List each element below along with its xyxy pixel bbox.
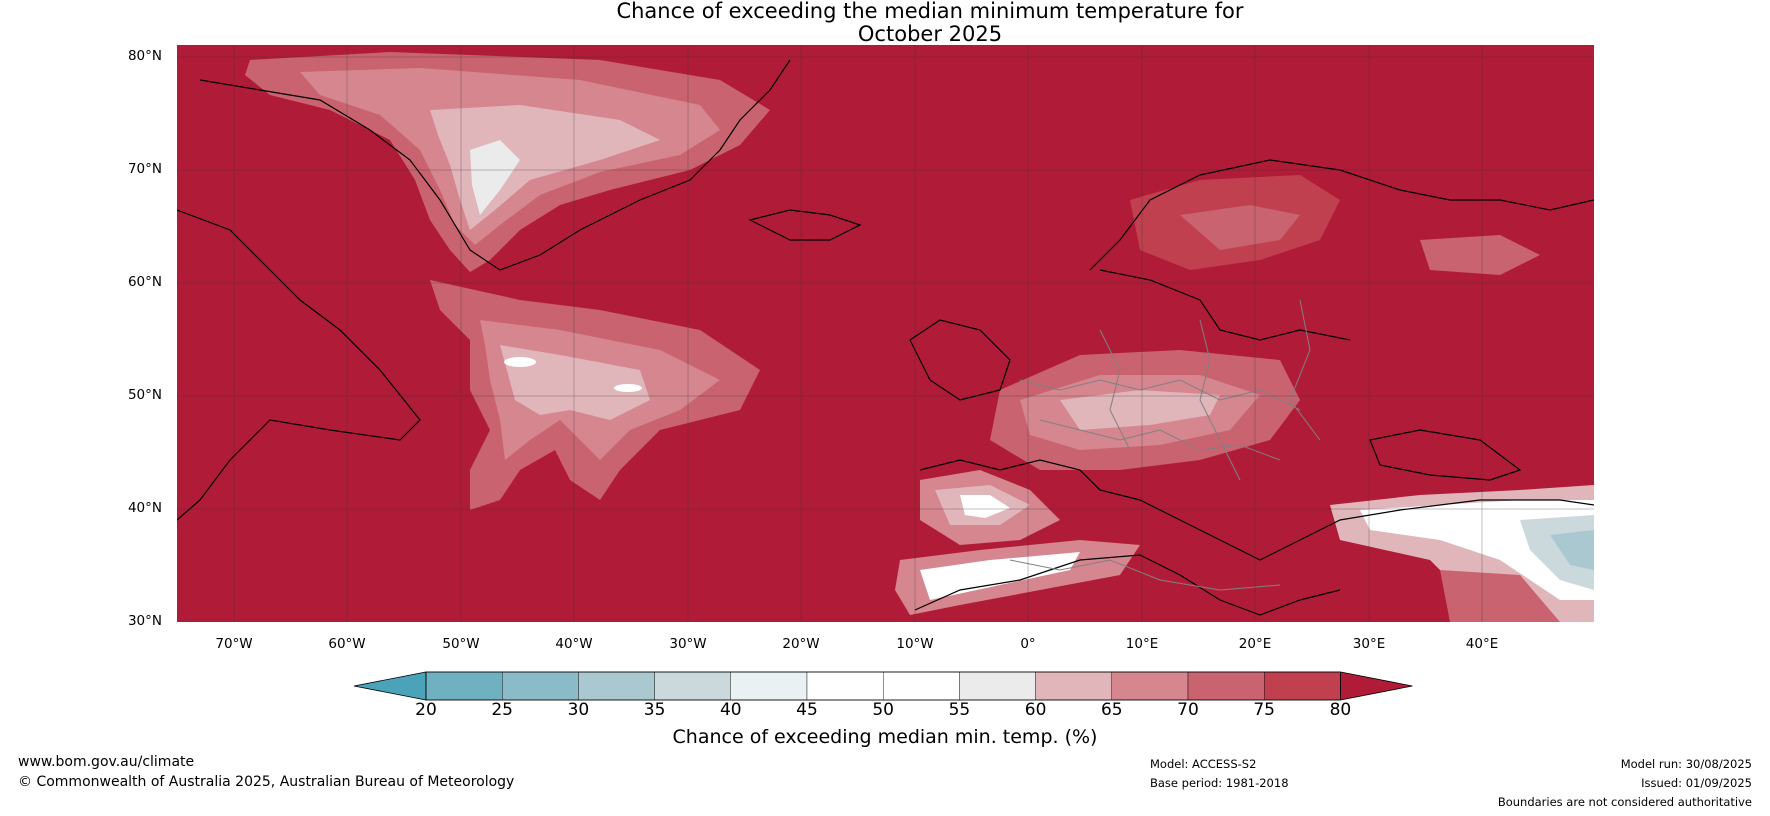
graticule — [177, 45, 1594, 622]
colorbar-tick-label: 30 — [567, 700, 590, 720]
colorbar-tick-label: 25 — [491, 700, 513, 720]
issued-text: Issued: 01/09/2025 — [1641, 776, 1752, 790]
colorbar-tick-label: 80 — [1329, 700, 1352, 720]
lon-label-40w: 40°W — [555, 636, 593, 652]
colorbar-segment — [578, 671, 655, 701]
colorbar-tick-label: 20 — [415, 700, 437, 720]
colorbar-tick-label: 45 — [796, 700, 818, 720]
colorbar-tick-label: 55 — [948, 700, 971, 720]
title-line-2: October 2025 — [857, 22, 1003, 46]
title-line-1: Chance of exceeding the median minimum t… — [616, 0, 1244, 23]
lon-label-20e: 20°E — [1238, 636, 1272, 652]
colorbar-under-triangle — [353, 671, 427, 701]
colorbar-segment — [1111, 671, 1189, 701]
lon-label-10w: 10°W — [896, 636, 934, 652]
lat-label-70n: 70°N — [127, 161, 162, 177]
colorbar-tick-label: 60 — [1024, 700, 1047, 720]
website-link[interactable]: www.bom.gov.au/climate — [18, 754, 195, 770]
scandinavia-anomaly — [1130, 175, 1540, 275]
colorbar-tick-label: 50 — [872, 700, 894, 720]
turkey-anomaly — [1330, 485, 1594, 622]
colorbar-segment — [1035, 671, 1112, 701]
lon-label-20w: 20°W — [782, 636, 820, 652]
colorbar-segment — [1263, 671, 1341, 701]
colorbar-tick-label: 75 — [1253, 700, 1275, 720]
boundaries-note: Boundaries are not considered authoritat… — [1497, 795, 1752, 809]
lat-label-50n: 50°N — [127, 387, 162, 403]
lat-label-40n: 40°N — [127, 500, 162, 516]
colorbar-segment — [502, 671, 579, 701]
copyright-text: © Commonwealth of Australia 2025, Austra… — [18, 774, 515, 790]
country-borders — [1009, 299, 1321, 591]
colorbar-segment — [730, 671, 808, 701]
lat-label-60n: 60°N — [127, 274, 162, 290]
lon-label-70w: 70°W — [215, 636, 253, 652]
lat-label-30n: 30°N — [127, 613, 162, 629]
lon-label-30e: 30°E — [1352, 636, 1386, 652]
colorbar-tick-label: 35 — [643, 700, 666, 720]
colorbar-label: Chance of exceeding median min. temp. (%… — [672, 726, 1098, 748]
colorbar-over-triangle — [1340, 671, 1413, 701]
lon-label-60w: 60°W — [328, 636, 366, 652]
probability-map — [177, 45, 1594, 622]
lon-label-50w: 50°W — [442, 636, 480, 652]
colorbar-tick-label: 40 — [719, 700, 742, 720]
map-title: Chance of exceeding the median minimum t… — [0, 0, 1770, 46]
colorbar-segment — [806, 671, 884, 701]
central-europe-anomaly — [990, 350, 1300, 470]
iberia-africa-anomaly — [895, 470, 1140, 615]
model-run-text: Model run: 30/08/2025 — [1620, 757, 1752, 771]
lat-label-80n: 80°N — [127, 48, 162, 64]
colorbar-segment — [883, 671, 960, 701]
base-period-text: Base period: 1981-2018 — [1150, 776, 1289, 790]
colorbar-tick-label: 70 — [1177, 700, 1199, 720]
colorbar-segment — [425, 671, 503, 701]
colorbar-segment — [959, 671, 1036, 701]
greenland-anomaly — [245, 52, 770, 272]
lon-label-30w: 30°W — [669, 636, 707, 652]
lon-label-10e: 10°E — [1125, 636, 1159, 652]
model-text: Model: ACCESS-S2 — [1150, 757, 1257, 771]
lon-label-40e: 40°E — [1465, 636, 1499, 652]
colorbar-segment — [1187, 671, 1265, 701]
lon-label-0: 0° — [1020, 636, 1036, 652]
north-atlantic-anomaly — [430, 280, 760, 510]
colorbar-outline — [425, 671, 1341, 701]
colorbar-tick-label: 65 — [1100, 700, 1123, 720]
colorbar-segment — [654, 671, 731, 701]
